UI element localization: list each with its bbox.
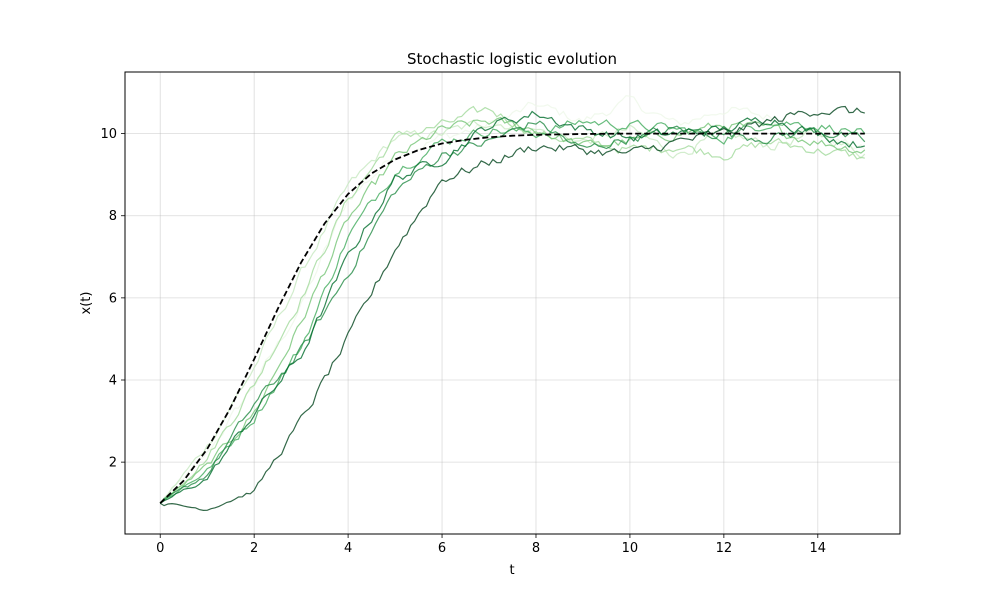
- stochastic-path: [159, 95, 866, 504]
- x-axis: 0 2 4 6 8 10 12 14: [156, 534, 826, 556]
- y-tick-label: 8: [109, 209, 117, 224]
- stochastic-path: [159, 119, 866, 504]
- x-tick-label: 10: [622, 541, 639, 556]
- plot-frame: [124, 71, 901, 535]
- x-tick-label: 12: [716, 541, 733, 556]
- x-tick-label: 4: [344, 541, 352, 556]
- stochastic-path: [159, 120, 866, 504]
- x-tick-label: 14: [810, 541, 827, 556]
- series-layer: [159, 95, 866, 512]
- x-tick-label: 2: [250, 541, 258, 556]
- deterministic-logistic-curve: [159, 132, 865, 504]
- stochastic-path: [159, 105, 865, 512]
- y-tick-label: 6: [109, 291, 117, 306]
- x-tick-label: 0: [156, 541, 164, 556]
- chart-title: Stochastic logistic evolution: [407, 50, 617, 68]
- stochastic-path: [159, 105, 865, 504]
- y-axis-label: x(t): [79, 292, 94, 315]
- x-axis-label: t: [509, 563, 514, 578]
- y-tick-label: 2: [109, 456, 117, 471]
- deterministic-layer: [159, 132, 865, 504]
- stochastic-path: [159, 110, 865, 504]
- y-tick-label: 4: [109, 374, 117, 389]
- x-tick-label: 8: [532, 541, 540, 556]
- x-tick-label: 6: [438, 541, 446, 556]
- y-axis: 2 4 6 8 10: [100, 127, 125, 471]
- y-tick-label: 10: [100, 127, 117, 142]
